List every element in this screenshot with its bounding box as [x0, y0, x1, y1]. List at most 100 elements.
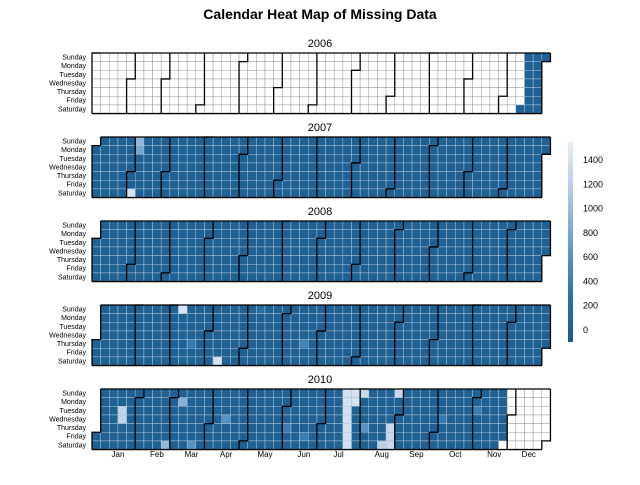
day-cell: [178, 70, 188, 80]
day-cell: [316, 414, 326, 424]
day-cell: [169, 313, 179, 323]
day-cell: [481, 304, 491, 314]
day-cell: [472, 104, 482, 114]
day-cell: [308, 255, 318, 265]
day-cell: [117, 414, 127, 424]
day-cell: [100, 330, 110, 340]
day-cell: [377, 313, 387, 323]
day-cell: [264, 414, 274, 424]
day-cell: [351, 423, 361, 433]
day-cell: [437, 246, 447, 256]
day-cell: [186, 52, 197, 62]
day-cell: [359, 246, 370, 256]
day-cell: [506, 229, 517, 239]
day-cell: [160, 87, 171, 97]
day-cell: [472, 70, 482, 80]
day-cell: [126, 87, 136, 97]
day-cell: [316, 432, 326, 442]
day-cell: [135, 339, 145, 349]
day-cell: [420, 104, 430, 114]
day-cell: [351, 246, 361, 256]
day-cell: [524, 348, 534, 358]
day-cell: [282, 264, 292, 274]
day-cell: [221, 440, 231, 450]
day-cell: [238, 96, 248, 106]
day-cell: [411, 70, 421, 80]
day-cell: [169, 78, 179, 88]
day-cell: [204, 229, 214, 239]
day-cell: [481, 313, 491, 323]
day-cell: [109, 180, 119, 190]
day-cell: [316, 229, 326, 239]
day-cell: [489, 180, 499, 190]
day-cell: [368, 440, 378, 450]
day-cell: [420, 246, 430, 256]
day-cell: [506, 272, 517, 282]
day-cell: [472, 61, 482, 71]
day-cell: [463, 229, 473, 239]
day-cell: [506, 246, 517, 256]
day-cell: [143, 330, 153, 340]
day-cell: [178, 188, 188, 198]
weekday-label-tuesday: Tuesday: [59, 156, 86, 163]
day-cell: [532, 356, 543, 366]
day-cell: [359, 272, 370, 282]
day-cell: [247, 87, 257, 97]
day-cell: [420, 304, 430, 314]
day-cell: [186, 414, 197, 424]
day-cell: [160, 180, 171, 190]
day-cell: [403, 423, 413, 433]
day-cell: [515, 145, 525, 155]
day-cell: [351, 304, 361, 314]
day-cell: [100, 339, 110, 349]
day-cell: [463, 348, 473, 358]
day-cell: [91, 162, 101, 172]
day-cell: [429, 339, 439, 349]
day-cell: [437, 423, 447, 433]
day-cell: [455, 397, 465, 407]
day-cell: [264, 145, 274, 155]
month-boundary: [238, 221, 249, 282]
day-cell: [204, 136, 214, 146]
day-cell: [541, 388, 551, 398]
day-cell: [446, 145, 456, 155]
month-boundaries-2007: [91, 136, 552, 199]
day-cell: [351, 229, 361, 239]
day-cell: [437, 238, 447, 248]
month-boundary: [428, 137, 439, 198]
day-cell: [385, 220, 396, 230]
day-cell: [411, 388, 421, 398]
day-cell: [221, 255, 231, 265]
day-cell: [333, 348, 344, 358]
day-cell: [498, 70, 508, 80]
day-cell: [325, 52, 335, 62]
day-cell: [472, 406, 482, 416]
day-cell: [498, 162, 508, 172]
day-cell: [204, 145, 214, 155]
day-cell: [273, 61, 283, 71]
weekday-label-sunday: Sunday: [62, 390, 86, 397]
day-cell: [446, 348, 456, 358]
day-cell: [143, 313, 153, 323]
day-cell: [377, 304, 387, 314]
day-cell: [186, 87, 197, 97]
day-cell: [160, 104, 171, 114]
day-cell: [186, 348, 197, 358]
day-cell: [308, 264, 318, 274]
day-cell: [178, 322, 188, 332]
day-cell: [117, 313, 127, 323]
day-cell: [437, 78, 447, 88]
day-cell: [342, 61, 352, 71]
day-cell: [394, 356, 404, 366]
day-cell: [135, 238, 145, 248]
day-cell: [359, 180, 370, 190]
day-cell: [109, 330, 119, 340]
day-cell: [238, 272, 248, 282]
day-cell: [256, 440, 266, 450]
day-cell: [212, 348, 223, 358]
day-cell: [489, 154, 499, 164]
day-cell: [204, 330, 214, 340]
day-cell: [247, 304, 257, 314]
day-cell: [117, 70, 127, 80]
day-cell: [117, 220, 127, 230]
